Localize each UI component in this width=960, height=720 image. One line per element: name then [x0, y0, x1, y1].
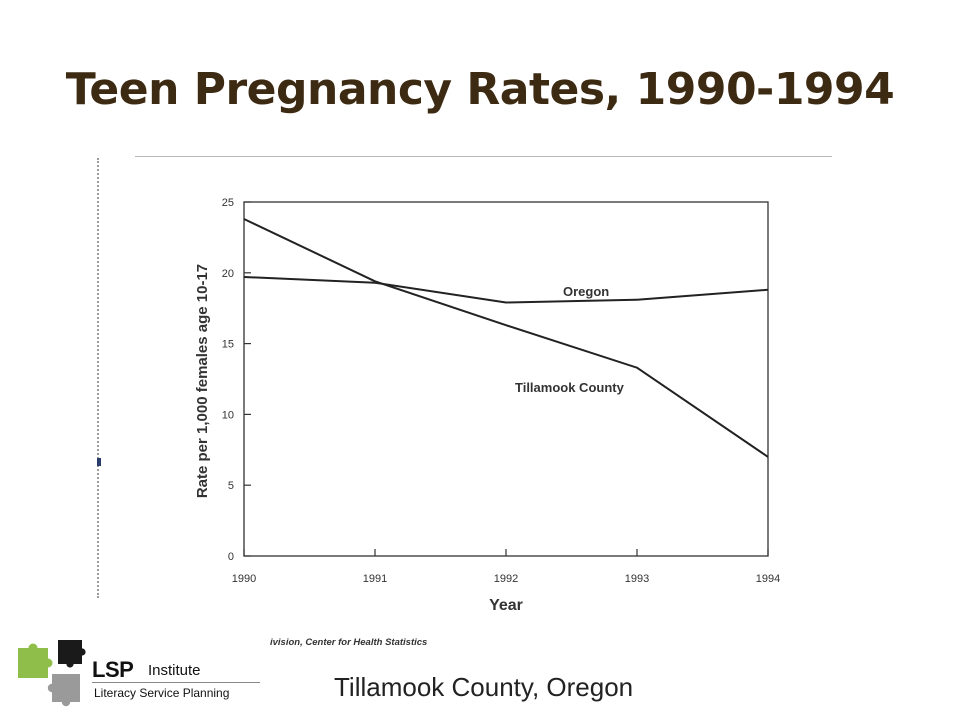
logo-suffix: Institute	[148, 662, 201, 679]
series-line-tillamook-county	[243, 218, 769, 458]
x-tick-label: 1991	[363, 573, 387, 585]
scan-mark	[97, 458, 101, 466]
y-tick-label: 0	[228, 551, 234, 563]
scan-border-left	[97, 158, 99, 598]
puzzle-piece-green	[18, 643, 53, 678]
series-label-tillamook-county: Tillamook County	[515, 380, 625, 395]
series-line-oregon	[243, 276, 769, 304]
logo-divider	[92, 682, 260, 683]
puzzle-piece-gray	[47, 674, 80, 707]
source-note: ivision, Center for Health Statistics	[270, 637, 428, 648]
x-tick-label: 1992	[494, 573, 518, 585]
y-tick-label: 20	[222, 268, 234, 280]
x-tick-label: 1994	[756, 573, 780, 585]
logo-name: LSP	[92, 657, 134, 682]
lsp-logo: LSP Institute Literacy Service Planning	[12, 632, 262, 712]
slide-title: Teen Pregnancy Rates, 1990-1994	[65, 64, 895, 115]
puzzle-logo-icon	[18, 640, 86, 707]
puzzle-piece-black	[58, 640, 86, 668]
series-label-oregon: Oregon	[563, 284, 609, 299]
y-tick-label: 10	[222, 409, 234, 421]
x-tick-label: 1993	[625, 573, 649, 585]
y-tick-label: 25	[222, 197, 234, 209]
logo-tagline: Literacy Service Planning	[94, 686, 230, 700]
y-tick-label: 5	[228, 480, 234, 492]
plot-frame	[243, 201, 769, 557]
x-tick-label: 1990	[232, 573, 256, 585]
slide-caption: Tillamook County, Oregon	[334, 672, 634, 702]
y-tick-label: 15	[222, 339, 234, 351]
x-axis-label: Year	[489, 597, 523, 614]
y-axis-label: Rate per 1,000 females age 10-17	[194, 264, 211, 498]
scan-border-top	[135, 156, 832, 157]
